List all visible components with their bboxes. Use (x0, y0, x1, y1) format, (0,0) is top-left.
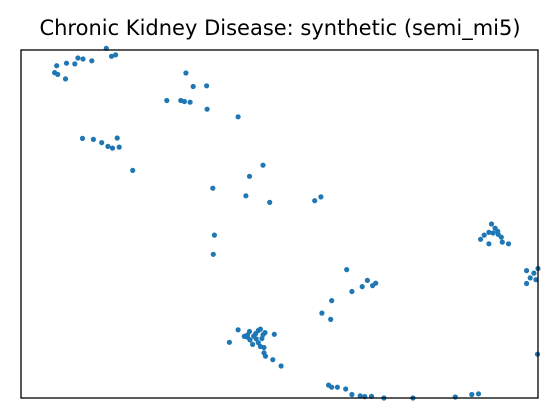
data-point-63 (319, 310, 325, 316)
data-point-41 (486, 229, 492, 235)
data-point-46 (498, 234, 504, 240)
data-point-92 (343, 386, 349, 392)
data-point-101 (475, 391, 482, 397)
data-point-81 (250, 341, 256, 347)
data-point-29 (260, 162, 266, 168)
data-point-99 (452, 394, 458, 400)
data-point-47 (499, 239, 505, 245)
data-point-6 (63, 60, 70, 66)
data-point-45 (478, 236, 484, 242)
data-point-78 (262, 330, 268, 336)
data-point-13 (190, 83, 196, 90)
data-point-3 (75, 55, 81, 61)
data-point-90 (329, 384, 335, 390)
data-point-11 (62, 76, 69, 82)
data-point-75 (247, 337, 253, 343)
data-point-54 (533, 277, 539, 283)
data-point-23 (99, 140, 105, 146)
data-point-53 (527, 275, 533, 281)
data-point-94 (357, 393, 363, 399)
data-point-5 (89, 58, 95, 64)
data-point-28 (130, 167, 136, 173)
data-point-33 (267, 199, 273, 205)
data-point-12 (183, 70, 189, 76)
data-point-91 (334, 384, 340, 390)
data-point-87 (270, 357, 276, 363)
data-point-8 (54, 63, 60, 69)
data-point-69 (257, 326, 263, 332)
data-point-20 (235, 114, 241, 120)
data-point-64 (328, 316, 334, 322)
data-point-79 (271, 331, 277, 337)
data-point-35 (318, 194, 324, 200)
data-point-51 (531, 270, 537, 276)
data-point-17 (181, 98, 187, 105)
data-point-4 (80, 56, 86, 62)
data-point-30 (246, 173, 253, 179)
data-point-73 (253, 336, 259, 342)
data-point-77 (241, 333, 247, 339)
data-point-50 (524, 268, 530, 274)
chart-title: Chronic Kidney Disease: synthetic (semi_… (39, 16, 521, 40)
data-point-60 (373, 280, 379, 286)
data-point-62 (329, 298, 335, 304)
data-point-44 (481, 232, 487, 238)
data-point-34 (312, 198, 318, 204)
data-point-37 (210, 251, 216, 257)
data-point-74 (259, 335, 265, 342)
data-point-42 (490, 230, 496, 236)
data-point-84 (261, 344, 267, 351)
plot-frame (20, 49, 539, 399)
data-point-93 (349, 391, 355, 398)
data-point-56 (344, 267, 350, 273)
data-point-88 (278, 363, 284, 369)
points-layer (52, 45, 541, 401)
data-point-57 (364, 277, 370, 283)
data-point-38 (488, 221, 495, 227)
data-point-7 (72, 61, 78, 67)
data-point-18 (187, 99, 193, 105)
data-point-15 (164, 97, 170, 104)
data-point-1 (108, 53, 115, 59)
data-point-19 (204, 106, 210, 112)
data-point-82 (255, 340, 261, 346)
data-point-100 (469, 391, 475, 398)
data-point-80 (226, 339, 232, 345)
data-point-24 (105, 143, 111, 149)
data-point-22 (90, 136, 96, 142)
data-point-31 (210, 185, 216, 191)
data-point-10 (55, 71, 61, 77)
data-point-27 (116, 144, 122, 150)
data-point-55 (524, 280, 530, 287)
data-point-86 (262, 353, 269, 359)
data-point-32 (243, 193, 249, 199)
data-point-14 (204, 83, 210, 89)
data-point-26 (114, 135, 120, 141)
data-point-36 (211, 232, 217, 238)
data-point-21 (79, 135, 86, 141)
data-point-49 (486, 241, 492, 247)
data-point-48 (505, 241, 512, 247)
data-point-65 (235, 327, 241, 333)
data-point-61 (349, 288, 355, 295)
data-point-25 (109, 145, 116, 151)
data-point-59 (359, 284, 365, 290)
data-point-2 (113, 52, 119, 58)
